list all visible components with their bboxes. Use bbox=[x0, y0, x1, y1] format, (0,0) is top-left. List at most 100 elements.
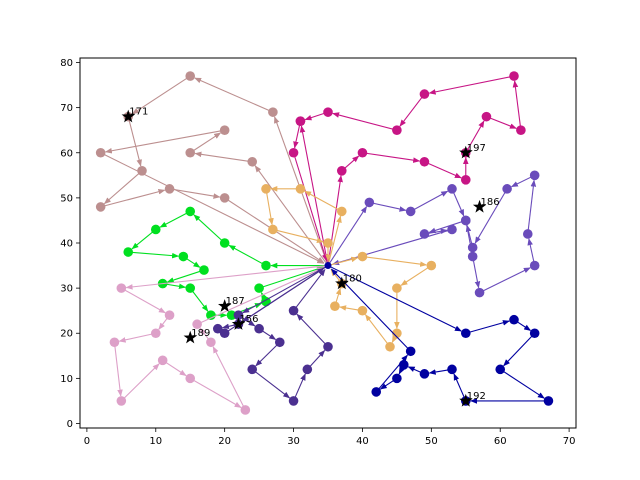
route-3-point bbox=[419, 229, 430, 239]
route-5-point bbox=[150, 224, 161, 235]
route-3-point bbox=[467, 242, 478, 253]
y-axis: 0 10 20 30 40 50 60 70 80 bbox=[60, 58, 80, 430]
route-1-point bbox=[185, 147, 196, 158]
depot-point bbox=[324, 262, 332, 270]
route-2-point bbox=[357, 147, 368, 158]
route-6 bbox=[109, 265, 329, 415]
route-1-point bbox=[185, 71, 196, 81]
route-1-segment bbox=[100, 189, 166, 208]
route-7-segment bbox=[251, 368, 291, 399]
route-5-point bbox=[219, 238, 230, 248]
route-4-point bbox=[295, 184, 306, 194]
y-tick-label: 70 bbox=[60, 103, 73, 114]
route-2-point bbox=[392, 125, 402, 135]
route-6-segment bbox=[125, 265, 329, 290]
route-2-segment bbox=[486, 116, 517, 129]
y-tick-label: 30 bbox=[60, 284, 73, 295]
y-tick-label: 40 bbox=[60, 239, 73, 250]
route-6-point bbox=[116, 396, 127, 406]
route-8-segment bbox=[499, 368, 545, 399]
route-7-segment bbox=[255, 341, 281, 367]
route-4 bbox=[261, 184, 437, 352]
route-5-segment bbox=[131, 229, 157, 250]
route-4-point bbox=[268, 224, 278, 235]
route-4-point bbox=[336, 206, 347, 217]
route-6-segment bbox=[121, 287, 166, 314]
routes-layer bbox=[95, 71, 554, 415]
marker-186: 186 bbox=[472, 197, 500, 213]
route-6-point bbox=[164, 310, 175, 320]
route-2-point bbox=[295, 116, 306, 126]
route-7-segment bbox=[242, 265, 329, 314]
route-2-point bbox=[516, 125, 526, 135]
route-1-segment bbox=[131, 75, 191, 115]
route-5-point bbox=[254, 283, 264, 293]
route-5-segment bbox=[258, 266, 324, 289]
star-marker bbox=[459, 145, 473, 159]
route-4-point bbox=[426, 260, 437, 271]
route-3-segment bbox=[428, 219, 466, 234]
route-5-point bbox=[185, 206, 196, 217]
marker-197: 197 bbox=[459, 143, 486, 159]
route-8-segment bbox=[465, 320, 510, 334]
route-2-point bbox=[419, 89, 430, 99]
route-3-point bbox=[474, 287, 485, 298]
route-5-segment bbox=[189, 287, 209, 312]
route-7-segment bbox=[296, 313, 329, 348]
route-8-point bbox=[529, 328, 540, 339]
route-8-point bbox=[392, 373, 402, 384]
star-marker bbox=[231, 317, 246, 330]
route-8-point bbox=[371, 387, 382, 397]
route-4-point bbox=[323, 238, 333, 248]
marker-192: 192 bbox=[459, 391, 486, 407]
star-marker bbox=[335, 276, 349, 290]
route-7-point bbox=[288, 305, 299, 316]
route-4-segment bbox=[327, 256, 359, 267]
marker-156: 156 bbox=[231, 314, 259, 330]
marker-180: 180 bbox=[335, 274, 362, 290]
route-6-segment bbox=[196, 267, 325, 325]
route-1-segment bbox=[127, 116, 142, 167]
route-6-segment bbox=[212, 346, 246, 411]
route-7-point bbox=[212, 323, 223, 334]
route-8-point bbox=[509, 314, 519, 325]
route-2-segment bbox=[424, 161, 462, 179]
route-2-segment bbox=[399, 93, 425, 127]
star-marker bbox=[121, 109, 135, 123]
x-tick-label: 40 bbox=[356, 436, 369, 447]
route-4-segment bbox=[304, 190, 343, 212]
route-3-point bbox=[467, 251, 478, 262]
route-6-point bbox=[109, 337, 120, 348]
marker-label: 180 bbox=[343, 274, 362, 285]
route-1-segment bbox=[194, 77, 274, 113]
route-5 bbox=[123, 206, 328, 320]
star-marker bbox=[218, 299, 232, 312]
route-4-point bbox=[330, 301, 340, 311]
route-6-segment bbox=[120, 363, 160, 402]
route-3-segment bbox=[474, 188, 508, 244]
route-2-point bbox=[460, 175, 471, 185]
route-7-point bbox=[274, 337, 285, 348]
route-3-point bbox=[447, 224, 457, 235]
x-tick-label: 0 bbox=[84, 436, 90, 447]
route-8-segment bbox=[503, 332, 536, 367]
route-6-segment bbox=[189, 377, 242, 408]
route-6-point bbox=[206, 337, 216, 348]
route-1-point bbox=[219, 193, 230, 203]
depot-layer bbox=[324, 262, 332, 270]
route-3-point bbox=[364, 197, 375, 208]
route-4-point bbox=[261, 184, 271, 194]
route-1-segment bbox=[169, 188, 221, 199]
route-3-point bbox=[529, 170, 540, 181]
route-2-segment bbox=[428, 75, 515, 95]
route-8-segment bbox=[327, 265, 462, 332]
route-5-segment bbox=[128, 251, 180, 259]
y-tick-label: 20 bbox=[60, 329, 73, 340]
route-1-point bbox=[219, 125, 230, 135]
route-4-point bbox=[357, 251, 368, 262]
route-7-point bbox=[247, 364, 258, 375]
route-1-point bbox=[95, 202, 106, 212]
route-1-point bbox=[137, 166, 147, 176]
route-7-point bbox=[254, 323, 264, 334]
